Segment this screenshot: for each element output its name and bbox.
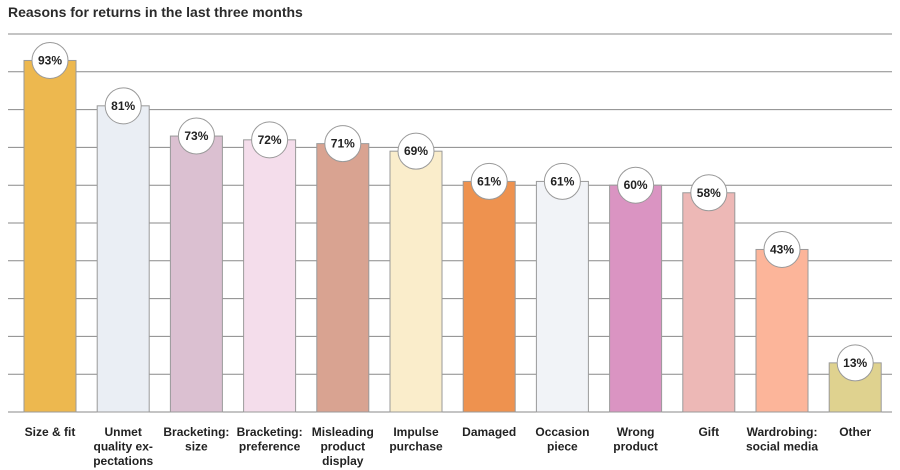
- value-badge: [397, 132, 435, 170]
- value-label: 69%: [404, 144, 428, 158]
- category-label: Wardrobing: social media: [746, 425, 818, 454]
- category-label: Damaged: [462, 425, 516, 439]
- value-badge: [763, 230, 801, 268]
- bar: [389, 150, 443, 413]
- bar: [462, 180, 516, 413]
- bar: [243, 139, 297, 413]
- value-label: 61%: [477, 174, 501, 188]
- bar: [96, 105, 150, 413]
- value-badge: [324, 125, 362, 163]
- category-label: Bracketing: size: [163, 425, 229, 454]
- value-label: 93%: [38, 53, 62, 67]
- value-badge: [690, 174, 728, 212]
- bar: [23, 59, 77, 413]
- value-badge: [104, 87, 142, 125]
- value-label: 61%: [550, 174, 574, 188]
- value-badge: [836, 344, 874, 382]
- category-label: Bracketing: preference: [237, 425, 303, 454]
- gridlines: [8, 33, 892, 413]
- value-badge: [543, 162, 581, 200]
- category-label: Unmet quality ex-pectations: [93, 425, 153, 468]
- category-label: Gift: [698, 425, 719, 439]
- category-label: Wrong product: [613, 425, 658, 454]
- bar: [609, 184, 663, 413]
- value-labels: 93% 81% 73% 72% 71% 69% 61% 61% 60% 58% 43% 13%: [31, 41, 874, 382]
- value-badge: [31, 41, 69, 79]
- value-label: 13%: [843, 356, 867, 370]
- bar: [682, 192, 736, 413]
- value-label: 60%: [624, 178, 648, 192]
- chart-title: Reasons for returns in the last three mo…: [8, 4, 303, 20]
- value-badge: [470, 162, 508, 200]
- bars: [23, 59, 882, 413]
- value-label: 81%: [111, 99, 135, 113]
- bar: [169, 135, 223, 413]
- category-labels: Size & fit Unmet quality ex-pectations Brac…: [25, 425, 872, 468]
- category-label: Misleading product display: [312, 425, 374, 468]
- category-label: Size & fit: [25, 425, 76, 439]
- category-label: Impulse purchase: [389, 425, 443, 454]
- value-label: 71%: [331, 137, 355, 151]
- bar: [755, 248, 809, 413]
- category-label: Other: [839, 425, 871, 439]
- value-badge: [251, 121, 289, 159]
- bar: [535, 180, 589, 413]
- value-label: 73%: [184, 129, 208, 143]
- value-badge: [617, 166, 655, 204]
- value-badge: [177, 117, 215, 155]
- value-label: 72%: [258, 133, 282, 147]
- value-label: 58%: [697, 186, 721, 200]
- category-label: Occasion piece: [535, 425, 589, 454]
- value-label: 43%: [770, 242, 794, 256]
- bar: [316, 143, 370, 413]
